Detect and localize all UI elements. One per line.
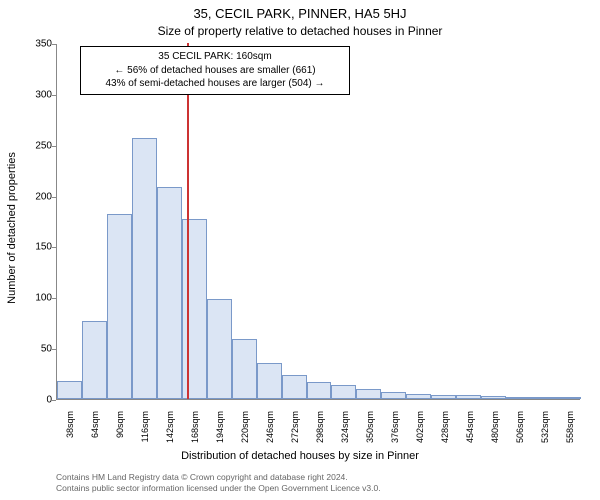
- y-axis-label: Number of detached properties: [6, 152, 18, 304]
- histogram-bar: [456, 395, 481, 399]
- histogram-bar: [381, 392, 406, 399]
- histogram-bar: [282, 375, 307, 399]
- annotation-line: ← 56% of detached houses are smaller (66…: [87, 64, 343, 78]
- chart-subtitle: Size of property relative to detached ho…: [0, 24, 600, 38]
- histogram-bar: [506, 397, 531, 399]
- ytick-label: 150: [22, 242, 52, 253]
- ytick-label: 100: [22, 293, 52, 304]
- ytick-label: 300: [22, 89, 52, 100]
- histogram-bar: [157, 187, 182, 399]
- histogram-bar: [257, 363, 282, 399]
- property-size-chart: 35, CECIL PARK, PINNER, HA5 5HJ Size of …: [0, 0, 600, 500]
- credits-line-1: Contains HM Land Registry data © Crown c…: [56, 472, 381, 483]
- histogram-bar: [556, 397, 581, 399]
- marker-vertical-line: [187, 43, 189, 399]
- histogram-bar: [307, 382, 332, 399]
- histogram-bar: [232, 339, 257, 399]
- ytick-label: 200: [22, 191, 52, 202]
- annotation-line: 43% of semi-detached houses are larger (…: [87, 77, 343, 91]
- histogram-bar: [331, 385, 356, 399]
- histogram-bar: [182, 219, 207, 399]
- ytick-label: 50: [22, 344, 52, 355]
- histogram-bar: [207, 299, 232, 399]
- histogram-bar: [431, 395, 456, 399]
- histogram-bar: [132, 138, 157, 399]
- chart-title: 35, CECIL PARK, PINNER, HA5 5HJ: [0, 6, 600, 21]
- ytick-mark: [52, 400, 56, 401]
- ytick-label: 0: [22, 395, 52, 406]
- plot-area: [56, 44, 580, 400]
- histogram-bar: [481, 396, 506, 399]
- histogram-bar: [531, 397, 556, 399]
- annotation-box: 35 CECIL PARK: 160sqm← 56% of detached h…: [80, 46, 350, 95]
- credits: Contains HM Land Registry data © Crown c…: [56, 472, 381, 494]
- histogram-bar: [406, 394, 431, 399]
- ytick-label: 250: [22, 140, 52, 151]
- annotation-line: 35 CECIL PARK: 160sqm: [87, 50, 343, 64]
- credits-line-2: Contains public sector information licen…: [56, 483, 381, 494]
- ytick-label: 350: [22, 39, 52, 50]
- histogram-bar: [356, 389, 381, 399]
- histogram-bar: [82, 321, 107, 399]
- histogram-bar: [107, 214, 132, 399]
- x-axis-label: Distribution of detached houses by size …: [0, 450, 600, 462]
- histogram-bar: [57, 381, 82, 399]
